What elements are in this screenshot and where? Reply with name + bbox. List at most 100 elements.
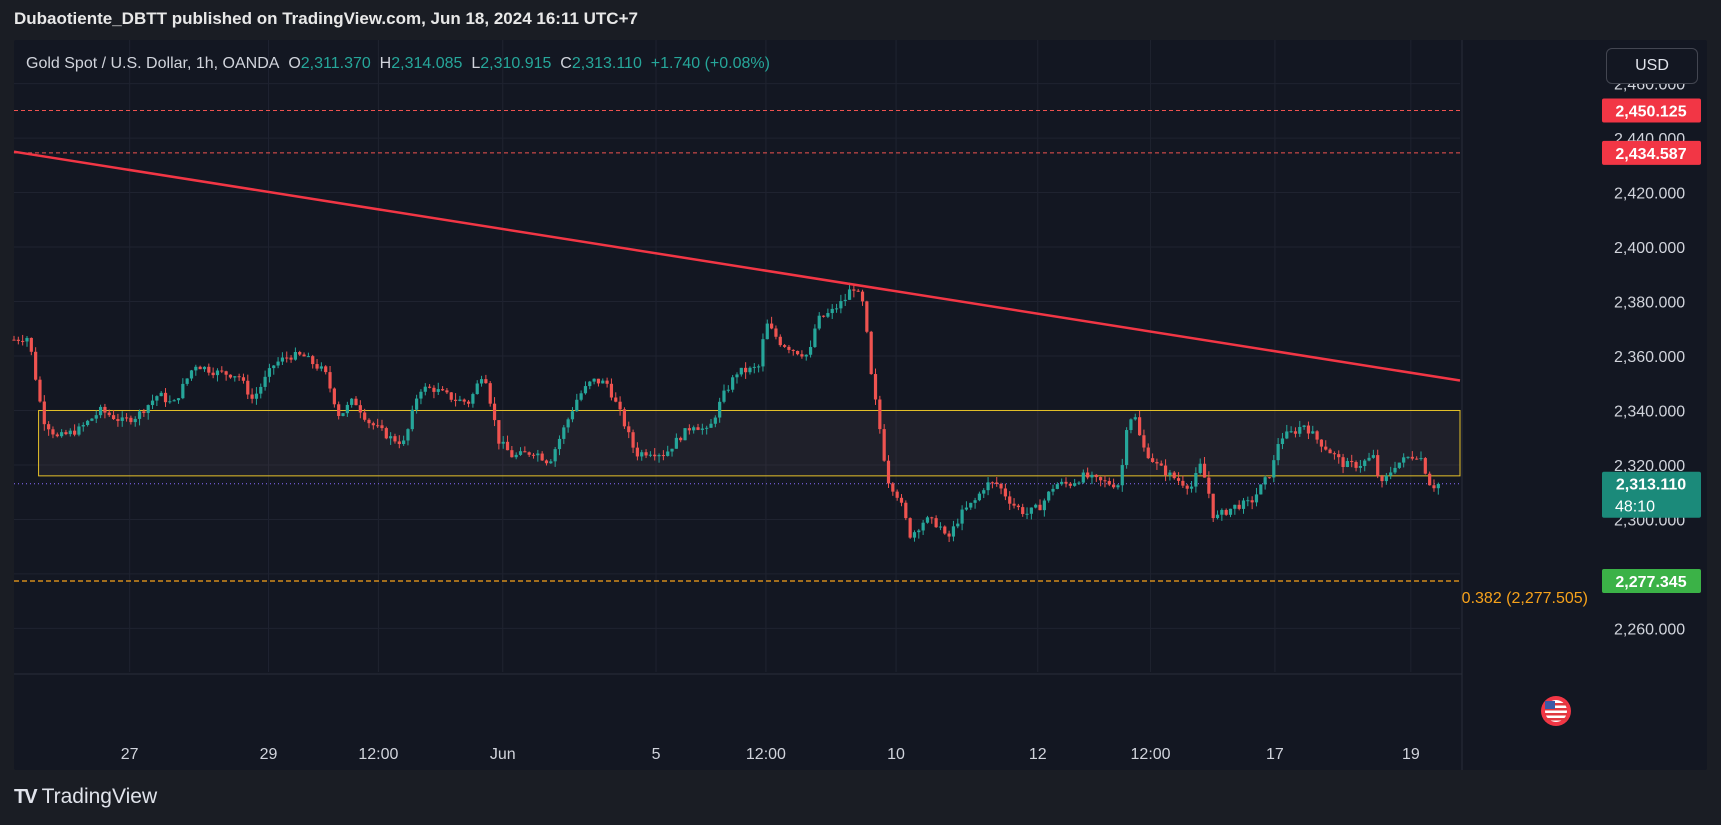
time-tick-label: 10 <box>887 746 905 763</box>
candle <box>410 405 414 432</box>
range-zone <box>38 409 1461 477</box>
candle <box>692 425 696 434</box>
candle <box>601 378 605 384</box>
candle-body <box>908 518 912 538</box>
candle <box>1376 449 1380 479</box>
candle-body <box>1181 480 1185 486</box>
candle-body <box>770 323 774 329</box>
price-tick-label: 2,260.000 <box>1614 621 1685 638</box>
candle <box>917 528 921 539</box>
candle-body <box>540 453 544 461</box>
time-tick-label: Jun <box>490 746 516 763</box>
candle <box>804 354 808 361</box>
candle-body <box>1224 509 1228 515</box>
candle <box>436 382 440 395</box>
chart-panel[interactable] <box>14 40 1707 770</box>
candle-body <box>1008 496 1012 504</box>
flag-stripe <box>1545 713 1567 716</box>
candle <box>1397 462 1401 470</box>
candle-body <box>168 401 172 403</box>
candle <box>376 418 380 428</box>
candle-body <box>471 394 475 404</box>
candle-body <box>1150 458 1155 462</box>
candle-body <box>1285 431 1289 439</box>
candle-body <box>328 372 332 389</box>
candle-body <box>1025 513 1029 515</box>
candle <box>1298 420 1302 437</box>
candle-body <box>445 390 449 393</box>
candle-body <box>731 377 735 390</box>
candle <box>466 399 471 408</box>
candle-body <box>982 490 986 494</box>
currency-button[interactable]: USD <box>1606 48 1698 84</box>
candle <box>1324 440 1328 451</box>
candle <box>345 401 349 417</box>
candle <box>878 395 882 434</box>
candle-body <box>1419 458 1423 460</box>
candle <box>129 415 133 425</box>
candle <box>246 374 250 400</box>
candle <box>739 367 743 377</box>
candle-body <box>237 376 241 378</box>
candle <box>982 488 986 499</box>
tradingview-brand[interactable]: TV TradingView <box>14 785 157 809</box>
candle-body <box>1064 481 1068 484</box>
candle <box>583 381 588 395</box>
candle-body <box>98 406 103 416</box>
candle <box>518 447 523 456</box>
candle <box>367 418 371 429</box>
candle <box>990 481 995 489</box>
time-tick-label: 5 <box>652 746 661 763</box>
candle-body <box>1137 417 1142 436</box>
candle <box>1224 508 1228 516</box>
candle-body <box>207 366 211 373</box>
flag-stripe <box>1545 708 1567 711</box>
candle-body <box>614 397 618 402</box>
candle <box>224 370 228 381</box>
candle-body <box>1423 458 1427 474</box>
candle <box>770 316 774 330</box>
candle-body <box>90 418 94 421</box>
candle-body <box>518 451 523 455</box>
candle <box>1194 467 1198 493</box>
high-label: H <box>379 55 392 72</box>
candle <box>306 352 310 358</box>
candle-body <box>280 357 285 362</box>
candle <box>544 459 549 466</box>
candle-body <box>311 356 315 365</box>
candle <box>1016 503 1020 511</box>
candle <box>254 387 259 405</box>
candle-body <box>813 328 817 347</box>
candle <box>808 340 813 358</box>
candle <box>479 375 484 387</box>
candle <box>847 282 852 300</box>
candle <box>683 428 687 441</box>
candle <box>843 293 847 306</box>
candle-body <box>692 427 696 431</box>
candle-body <box>402 440 406 445</box>
candle <box>778 334 782 347</box>
candle-body <box>666 451 670 456</box>
resistance-tag: 2,434.587 <box>1602 140 1701 165</box>
candle-body <box>298 351 302 355</box>
candle <box>1350 454 1354 468</box>
candle <box>363 408 367 422</box>
candle-body <box>718 401 722 418</box>
candle-body <box>536 453 540 456</box>
candle-body <box>899 497 904 503</box>
candle <box>1406 456 1410 460</box>
candle-body <box>289 357 293 360</box>
us-flag-icon[interactable] <box>1541 696 1571 726</box>
candle-body <box>389 436 393 439</box>
candle-body <box>622 409 627 427</box>
candle <box>1038 499 1042 511</box>
candle-body <box>722 390 726 402</box>
candle <box>531 453 536 459</box>
candle <box>705 425 709 435</box>
candle-body <box>964 507 969 510</box>
candle <box>1107 477 1111 487</box>
candle <box>1146 443 1150 460</box>
candle <box>856 288 860 293</box>
candle-body <box>371 423 375 426</box>
